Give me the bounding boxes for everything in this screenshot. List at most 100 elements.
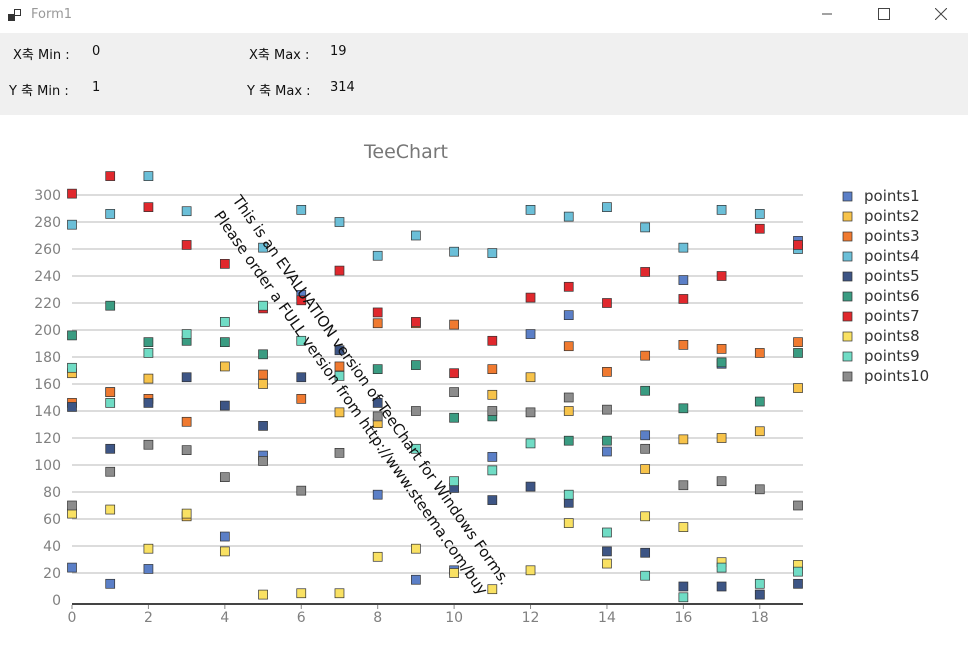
points8-point (563, 518, 574, 528)
points9-point (525, 438, 536, 449)
points3-point (105, 387, 116, 397)
points7-point (602, 298, 612, 308)
y-tick-label: 20 (43, 566, 61, 582)
points10-point (754, 484, 765, 495)
points9-point (105, 398, 116, 408)
chart-panel: 0 20 40 60 80 100 120 140 160 180 200 220 240 260 280 3… (0, 115, 968, 645)
points3-point (258, 369, 268, 380)
watermark-line-1: This is an EVALUATION version of TeeChar… (228, 191, 514, 588)
points7-point (105, 171, 116, 181)
maximize-icon (878, 8, 890, 20)
points5-point (678, 581, 689, 592)
maximize-button[interactable] (861, 0, 907, 30)
points8-point (372, 551, 383, 562)
points6-point (143, 337, 154, 347)
legend-swatch-points1 (842, 191, 853, 202)
points9-point (754, 578, 765, 589)
points9-point (602, 527, 612, 538)
points8-point (678, 522, 689, 532)
points2-point (258, 379, 268, 389)
points5-point (793, 578, 803, 589)
points9-point (219, 317, 230, 327)
points4-point (678, 242, 689, 253)
points6-point (678, 403, 689, 414)
minimize-button[interactable] (804, 0, 850, 30)
points7-point (411, 317, 421, 327)
ymax-label: Y 축 Max : (247, 84, 311, 99)
points6-point (67, 330, 77, 341)
legend-label-points3: points3 (864, 227, 920, 245)
points2-point (640, 464, 651, 474)
points1-point (372, 489, 383, 500)
points9-point (143, 348, 154, 358)
points10-point (105, 466, 116, 477)
points2-point (716, 433, 727, 443)
points10-point (487, 406, 498, 416)
ymax-value: 314 (330, 80, 355, 95)
points10-point (296, 485, 307, 496)
points5-point (67, 402, 77, 412)
points5-point (258, 421, 268, 431)
points3-point (678, 340, 689, 350)
x-tick-label: 2 (144, 610, 153, 626)
points5-point (219, 400, 230, 411)
points8-point (449, 568, 459, 578)
close-button[interactable] (918, 0, 964, 30)
points9-point (449, 476, 459, 487)
teechart: 0204060801001201401601802002202402602803… (34, 141, 929, 626)
y-tick-label: 220 (34, 296, 61, 312)
legend-swatch-points9 (842, 351, 853, 362)
points10-point (411, 406, 421, 416)
y-tick-label: 60 (43, 512, 61, 528)
points8-point (258, 589, 268, 600)
legend-label-points1: points1 (864, 187, 920, 205)
points3-point (449, 319, 459, 330)
xmax-label: X축 Max : (249, 48, 310, 63)
points5-point (754, 589, 765, 600)
legend-label-points2: points2 (864, 207, 920, 225)
xmax-value: 19 (330, 44, 347, 59)
points8-point (143, 543, 154, 554)
points10-point (449, 387, 459, 397)
points9-point (258, 300, 268, 311)
points2-point (525, 372, 536, 383)
points4-point (411, 230, 421, 241)
points8-point (296, 588, 307, 599)
points4-point (296, 205, 307, 215)
points7-point (67, 188, 77, 199)
points5-point (640, 547, 651, 558)
points7-point (487, 335, 498, 346)
y-tick-label: 80 (43, 485, 61, 501)
points4-point (67, 219, 77, 230)
legend-swatch-points6 (842, 291, 853, 302)
points10-point (219, 472, 230, 482)
points3-point (640, 350, 651, 361)
points3-point (793, 337, 803, 347)
points4-point (334, 217, 345, 227)
points7-point (793, 240, 803, 250)
legend-label-points6: points6 (864, 287, 920, 305)
y-tick-label: 100 (34, 458, 61, 474)
points5-point (334, 345, 345, 356)
points2-point (678, 434, 689, 445)
legend-label-points4: points4 (864, 247, 920, 265)
points5-point (296, 372, 307, 383)
points3-point (563, 341, 574, 352)
window-title: Form1 (31, 7, 73, 22)
legend-swatch-points8 (842, 331, 853, 342)
points10-point (678, 480, 689, 491)
points4-point (640, 222, 651, 233)
points4-point (372, 250, 383, 261)
points6-point (793, 348, 803, 358)
points4-point (754, 209, 765, 219)
points9-point (678, 592, 689, 603)
y-tick-label: 200 (34, 323, 61, 339)
points6-point (372, 364, 383, 374)
points7-point (449, 368, 459, 379)
x-tick-label: 8 (373, 610, 382, 626)
points10-point (181, 445, 192, 455)
points8-point (602, 558, 612, 569)
points6-point (563, 435, 574, 446)
points8-point (640, 511, 651, 522)
legend-label-points10: points10 (864, 367, 929, 385)
